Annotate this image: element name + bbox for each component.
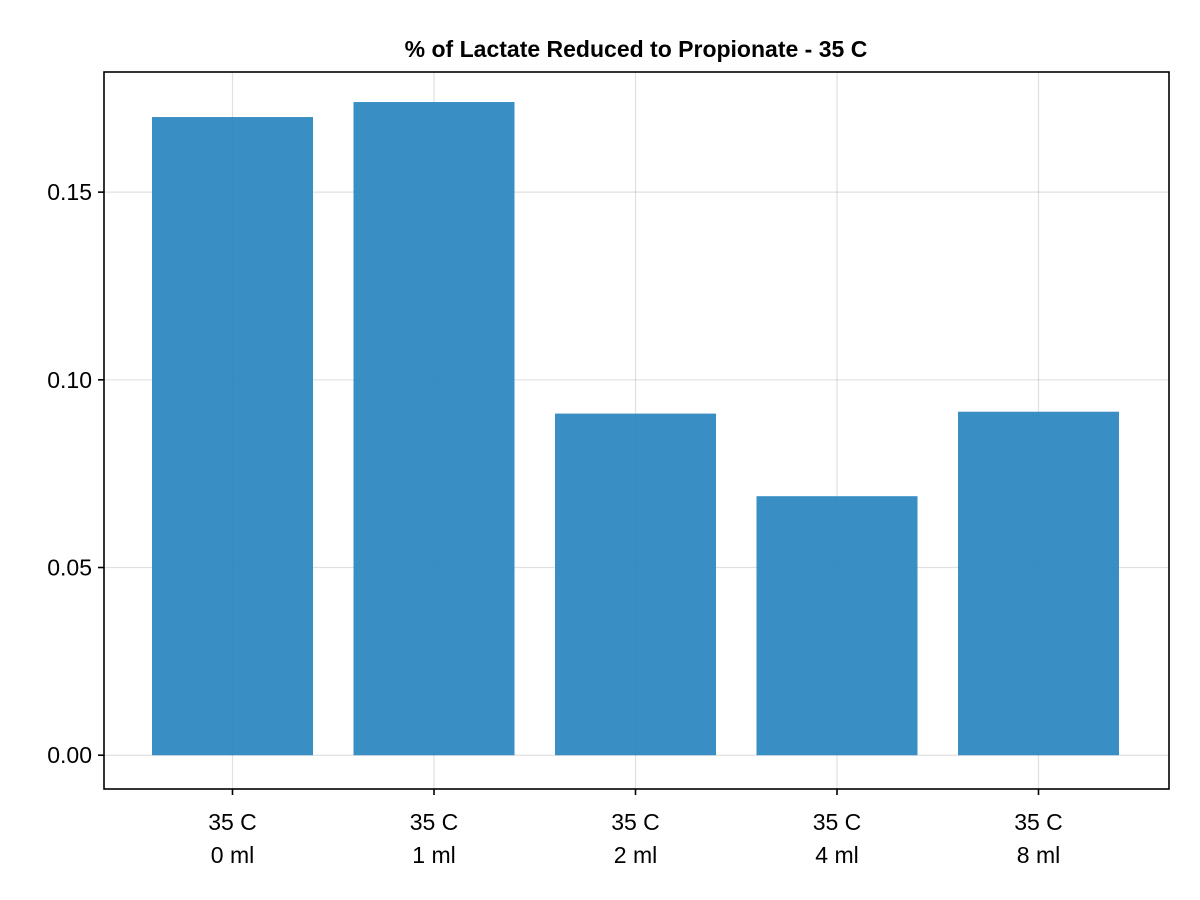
y-tick-label: 0.05 <box>47 555 92 581</box>
chart-title: % of Lactate Reduced to Propionate - 35 … <box>405 36 868 62</box>
plot-frame <box>103 71 1170 790</box>
y-tick-label: 0.00 <box>47 742 92 768</box>
bar <box>555 413 716 756</box>
bars <box>152 102 1119 756</box>
x-tick-label: 0 ml <box>211 842 254 868</box>
x-tick-label: 35 C <box>410 809 459 835</box>
x-tick-label: 2 ml <box>614 842 657 868</box>
x-tick-label: 1 ml <box>412 842 455 868</box>
x-tick-label: 4 ml <box>815 842 858 868</box>
y-tick-label: 0.15 <box>47 179 92 205</box>
x-tick-labels: 35 C 0 ml 35 C 1 ml 35 C 2 ml 35 C 4 ml 35 C 8 ml <box>208 809 1063 868</box>
y-tick-labels: 0.00 0.05 0.10 0.15 <box>47 179 92 768</box>
bar <box>353 102 515 756</box>
y-tick-label: 0.10 <box>47 367 92 393</box>
bar <box>958 411 1119 756</box>
x-tick-label: 8 ml <box>1017 842 1060 868</box>
x-tick-label: 35 C <box>611 809 660 835</box>
bar <box>756 496 918 756</box>
x-tick-label: 35 C <box>813 809 862 835</box>
axis-ticks <box>98 191 1040 795</box>
x-tick-label: 35 C <box>1014 809 1063 835</box>
x-tick-label: 35 C <box>208 809 257 835</box>
bar <box>152 117 313 756</box>
